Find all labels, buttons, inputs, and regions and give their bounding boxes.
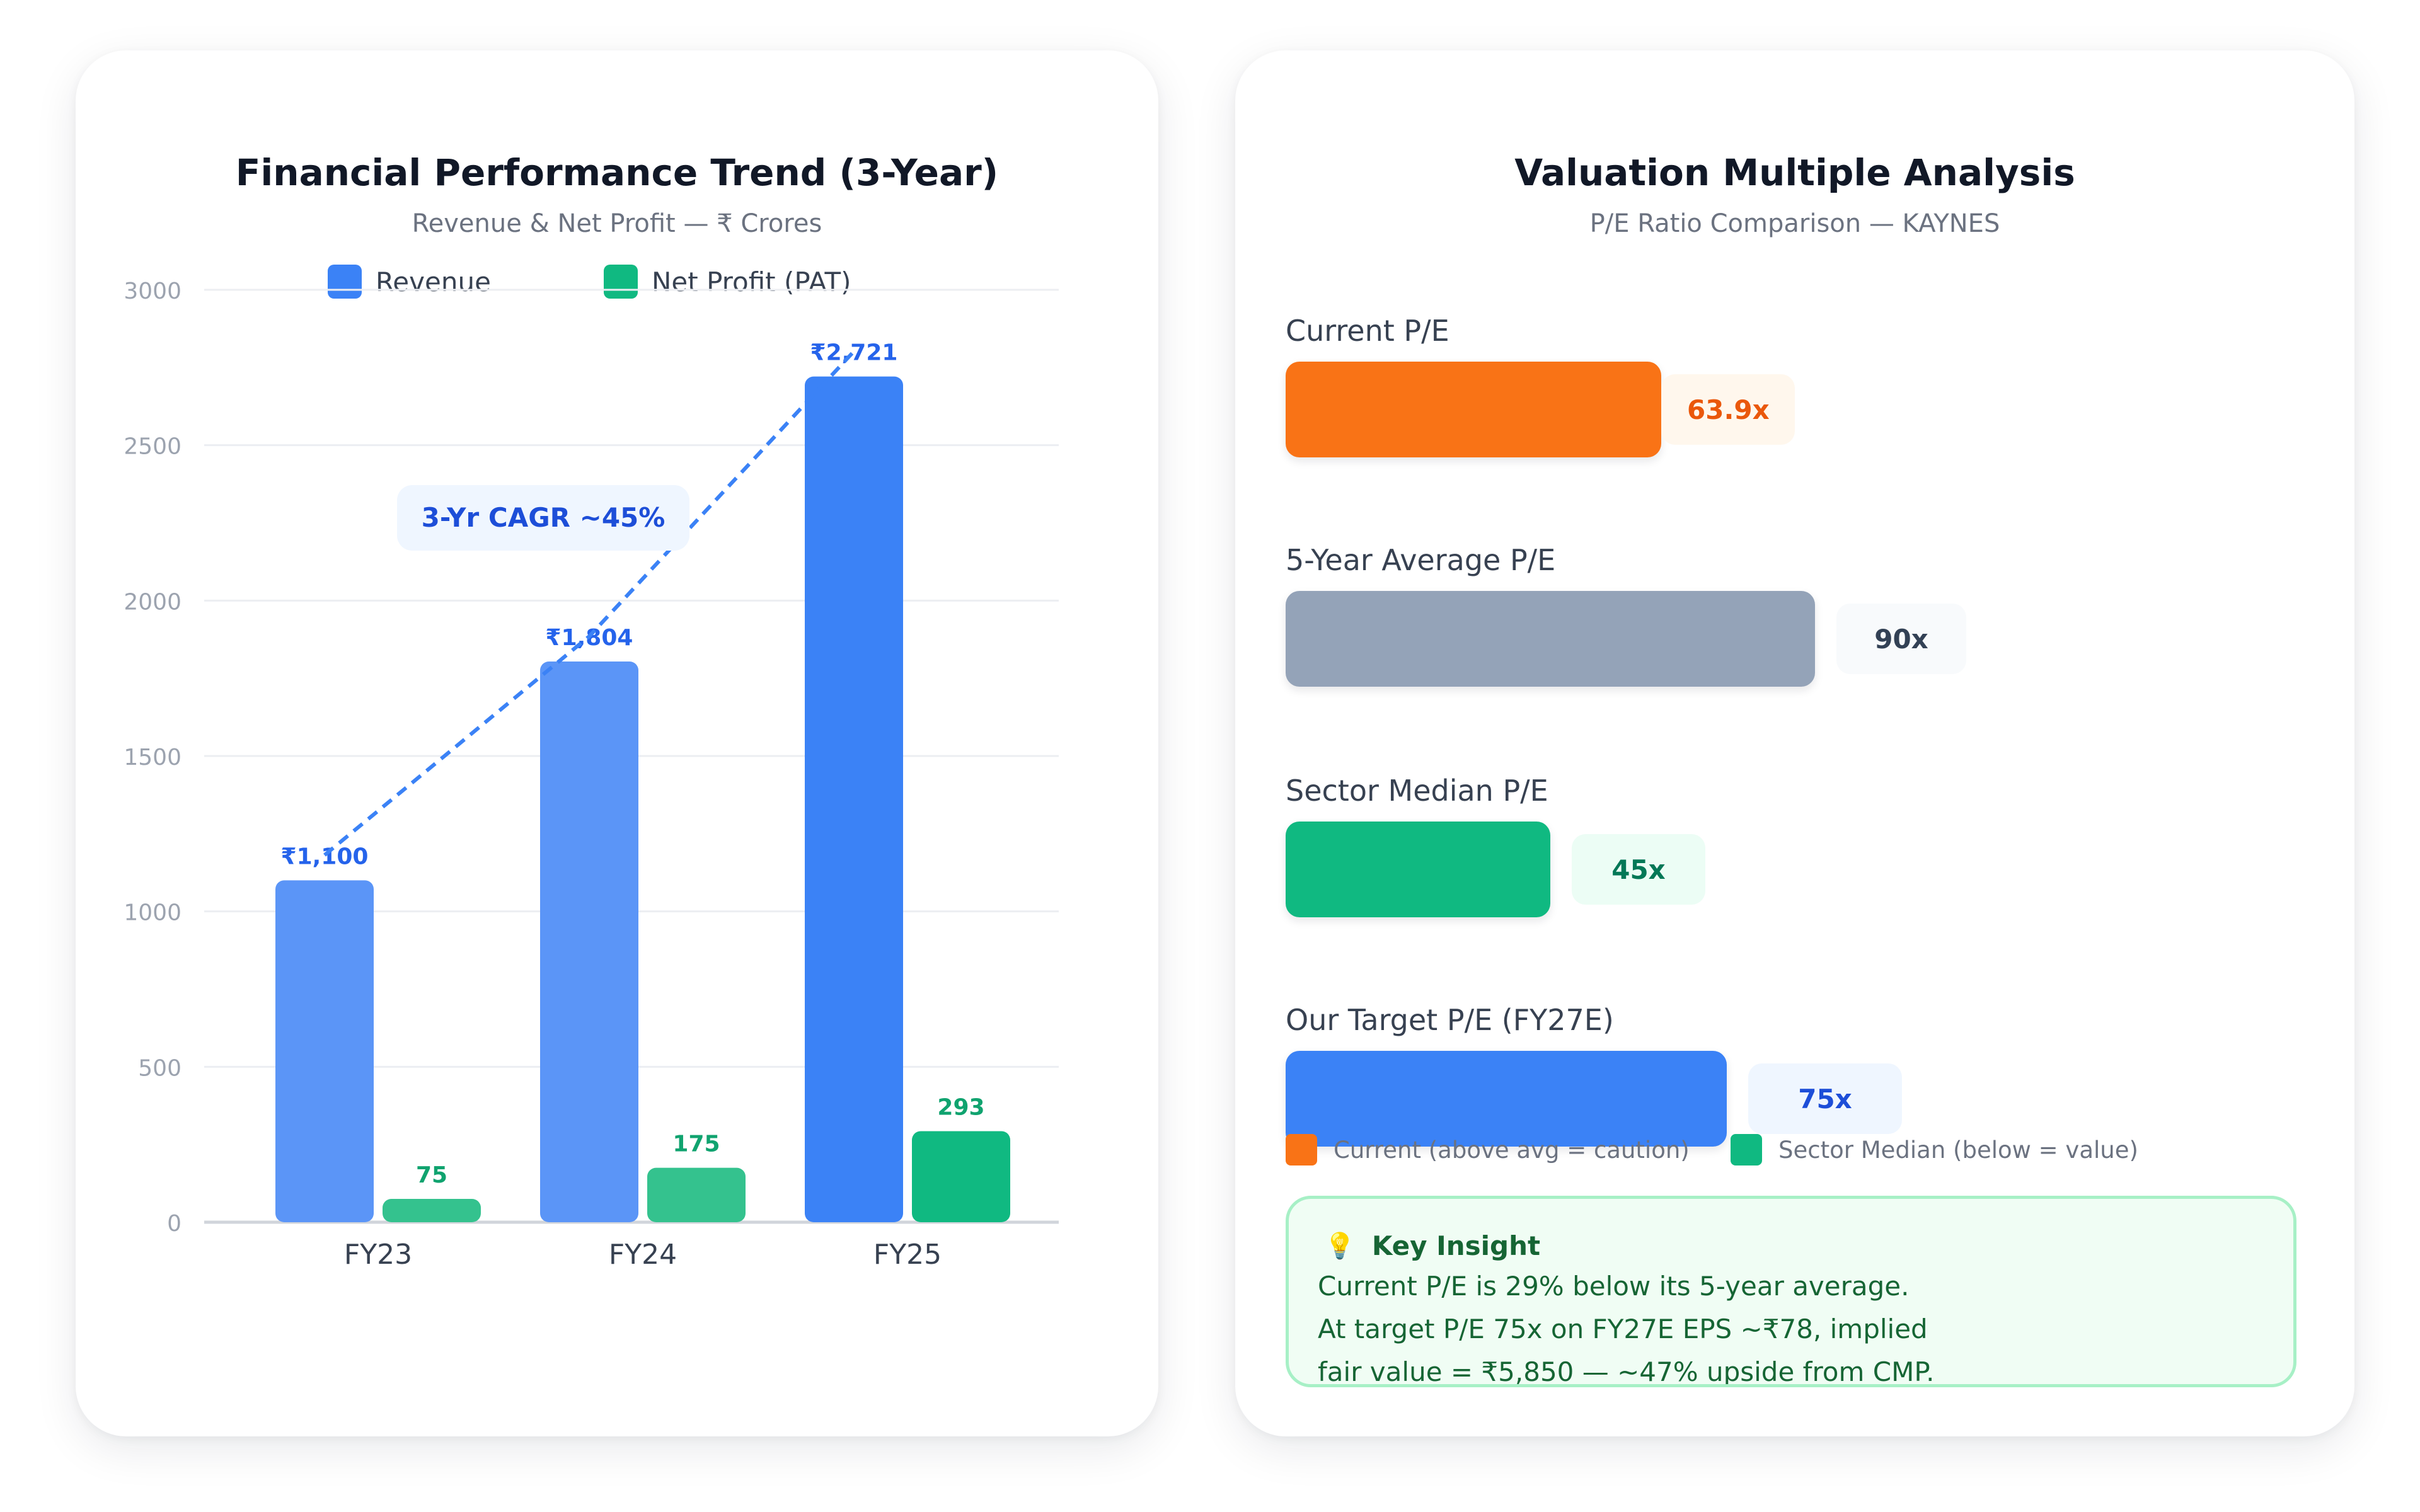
- x-tick-label: FY24: [609, 1239, 677, 1271]
- legend-text-sector: Sector Median (below = value): [1778, 1136, 2138, 1164]
- pe-label-target: Our Target P/E (FY27E): [1286, 1003, 1614, 1037]
- pe-bar-target: [1286, 1051, 1727, 1147]
- y-tick-label: 0: [167, 1211, 182, 1237]
- y-tick-label: 1000: [124, 900, 182, 926]
- pe-label-current: Current P/E: [1286, 314, 1449, 348]
- cagr-label: 3-Yr CAGR ~45%: [422, 502, 666, 533]
- data-label-profit: 175: [672, 1131, 720, 1157]
- y-tick-label: 3000: [124, 278, 182, 304]
- y-tick-label: 500: [138, 1055, 182, 1081]
- legend-label-revenue: Revenue: [376, 266, 491, 297]
- key-insight-label: Key Insight: [1371, 1230, 1541, 1261]
- chart-subtitle: Revenue & Net Profit — ₹ Crores: [412, 209, 822, 238]
- bar-profit: [912, 1131, 1010, 1222]
- bar-revenue: [805, 376, 903, 1222]
- legend-item-revenue[interactable]: Revenue: [328, 265, 491, 299]
- legend-text-current: Current (above avg = caution): [1334, 1136, 1690, 1164]
- legend-label-profit: Net Profit (PAT): [652, 266, 851, 297]
- insight-line-1: Current P/E is 29% below its 5-year aver…: [1318, 1271, 1910, 1302]
- legend-swatch-profit: [604, 265, 638, 299]
- pe-bar-sector-median: [1286, 822, 1550, 917]
- y-tick-label: 2000: [124, 589, 182, 615]
- valuation-subtitle: P/E Ratio Comparison — KAYNES: [1589, 209, 2000, 238]
- financial-performance-card: Financial Performance Trend (3-Year) Rev…: [76, 50, 1158, 1436]
- key-insight-box: 💡 Key Insight Current P/E is 29% below i…: [1286, 1196, 2296, 1387]
- bar-chart: 050010001500200025003000₹1,10075FY23₹1,8…: [124, 278, 1059, 1271]
- y-tick-label: 2500: [124, 434, 182, 460]
- bar-revenue: [540, 662, 638, 1222]
- data-label-profit: 293: [937, 1094, 984, 1120]
- chart-title: Financial Performance Trend (3-Year): [235, 151, 999, 194]
- cagr-trend-line: [323, 350, 856, 857]
- legend-swatch-revenue: [328, 265, 362, 299]
- pe-value-sector-median: 45x: [1572, 834, 1705, 905]
- pe-bar-5yr-average: [1286, 591, 1815, 687]
- key-insight-title: 💡 Key Insight: [1324, 1230, 1540, 1261]
- legend-item-profit[interactable]: Net Profit (PAT): [604, 265, 851, 299]
- legend-swatch-sector: [1731, 1134, 1762, 1166]
- legend-current: Current (above avg = caution): [1286, 1134, 1690, 1166]
- pe-bar-current: [1286, 362, 1662, 457]
- insight-line-2: At target P/E 75x on FY27E EPS ~₹78, imp…: [1318, 1314, 1928, 1344]
- y-tick-label: 1500: [124, 745, 182, 770]
- legend-sector: Sector Median (below = value): [1731, 1134, 2138, 1166]
- bar-revenue: [275, 880, 374, 1222]
- legend-swatch-current: [1286, 1134, 1317, 1166]
- x-tick-label: FY23: [344, 1239, 412, 1271]
- pe-value-current: 63.9x: [1661, 374, 1795, 445]
- data-label-revenue: ₹1,100: [281, 844, 369, 869]
- bar-profit: [383, 1199, 481, 1222]
- data-label-revenue: ₹2,721: [810, 340, 898, 366]
- data-label-profit: 75: [416, 1162, 447, 1188]
- valuation-title: Valuation Multiple Analysis: [1514, 151, 2075, 194]
- lightbulb-icon: 💡: [1324, 1232, 1356, 1261]
- pe-value-target: 75x: [1748, 1063, 1902, 1134]
- x-tick-label: FY25: [873, 1239, 942, 1271]
- bar-profit: [647, 1167, 746, 1222]
- pe-label-5yr-average: 5-Year Average P/E: [1286, 543, 1556, 577]
- pe-label-sector-median: Sector Median P/E: [1286, 774, 1548, 808]
- cagr-badge: [397, 485, 689, 551]
- insight-line-3: fair value = ₹5,850 — ~47% upside from C…: [1318, 1356, 1935, 1387]
- valuation-card: Valuation Multiple Analysis P/E Ratio Co…: [1235, 50, 2354, 1436]
- pe-value-5yr-average: 90x: [1836, 604, 1966, 674]
